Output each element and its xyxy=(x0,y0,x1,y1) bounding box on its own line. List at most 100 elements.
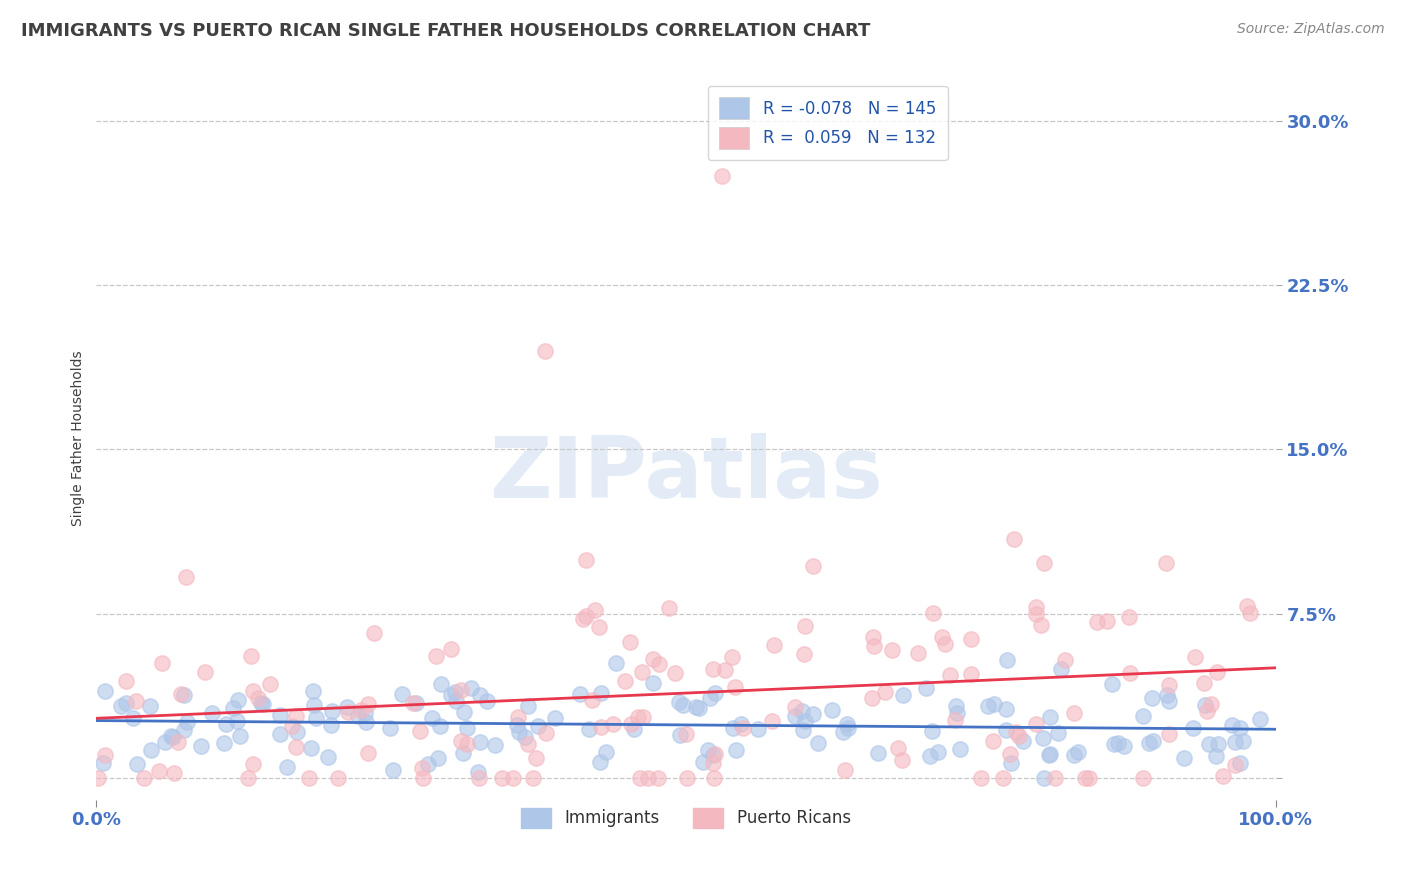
Point xyxy=(534,726,557,740)
Point xyxy=(167,735,190,749)
Point xyxy=(502,771,524,785)
Point xyxy=(134,771,156,785)
Point xyxy=(326,771,349,785)
Text: ZIPatlas: ZIPatlas xyxy=(489,434,883,516)
Point xyxy=(222,700,245,714)
Point xyxy=(1002,532,1025,546)
Point xyxy=(1142,734,1164,748)
Point xyxy=(93,683,115,698)
Point xyxy=(467,765,489,780)
Point xyxy=(648,657,671,671)
Point xyxy=(1063,747,1085,762)
Point xyxy=(664,665,686,680)
Point xyxy=(298,771,321,785)
Point xyxy=(1008,729,1031,743)
Point xyxy=(637,771,659,785)
Point xyxy=(229,729,252,743)
Point xyxy=(581,692,603,706)
Point xyxy=(922,606,945,620)
Point xyxy=(453,705,475,719)
Point xyxy=(1050,662,1073,676)
Point xyxy=(710,169,733,183)
Point xyxy=(236,771,259,785)
Point xyxy=(515,731,537,745)
Point xyxy=(1104,737,1126,751)
Point xyxy=(468,735,491,749)
Point xyxy=(1085,615,1108,629)
Point xyxy=(785,699,807,714)
Point xyxy=(125,694,148,708)
Point xyxy=(1119,666,1142,681)
Point xyxy=(747,722,769,736)
Point xyxy=(456,737,478,751)
Point xyxy=(506,710,529,724)
Point xyxy=(450,734,472,748)
Point xyxy=(927,745,949,759)
Point xyxy=(623,722,645,736)
Point xyxy=(451,746,474,760)
Point xyxy=(246,691,269,706)
Point xyxy=(440,641,463,656)
Point xyxy=(1025,717,1047,731)
Point xyxy=(589,720,612,734)
Point xyxy=(176,570,198,584)
Point xyxy=(1232,734,1254,748)
Point xyxy=(1206,737,1229,751)
Point xyxy=(194,665,217,679)
Point xyxy=(491,771,513,785)
Point xyxy=(946,706,969,720)
Point xyxy=(793,647,815,661)
Point xyxy=(391,687,413,701)
Point xyxy=(578,722,600,736)
Point xyxy=(1025,607,1047,621)
Point xyxy=(914,681,936,695)
Point xyxy=(516,737,538,751)
Point xyxy=(316,750,339,764)
Point xyxy=(420,711,443,725)
Point xyxy=(835,717,858,731)
Point xyxy=(970,771,993,785)
Point xyxy=(627,710,650,724)
Point xyxy=(583,603,606,617)
Point xyxy=(934,637,956,651)
Point xyxy=(1223,758,1246,772)
Point xyxy=(357,697,380,711)
Point xyxy=(730,717,752,731)
Point xyxy=(807,736,830,750)
Point xyxy=(1225,735,1247,749)
Point xyxy=(1063,706,1085,720)
Point xyxy=(91,756,114,770)
Point xyxy=(522,771,544,785)
Point xyxy=(721,721,744,735)
Point xyxy=(1005,724,1028,739)
Point xyxy=(468,688,491,702)
Point xyxy=(983,733,1005,747)
Point xyxy=(402,697,425,711)
Point xyxy=(995,653,1018,667)
Point xyxy=(619,716,641,731)
Point xyxy=(1229,756,1251,770)
Point xyxy=(628,771,651,785)
Point xyxy=(94,747,117,762)
Point xyxy=(475,694,498,708)
Point xyxy=(643,652,665,666)
Point xyxy=(405,697,427,711)
Point xyxy=(1038,748,1060,763)
Point xyxy=(995,723,1018,738)
Point xyxy=(893,688,915,702)
Point xyxy=(1157,727,1180,741)
Point xyxy=(613,674,636,689)
Point xyxy=(163,766,186,780)
Point xyxy=(259,677,281,691)
Point xyxy=(173,723,195,738)
Point xyxy=(1053,652,1076,666)
Point xyxy=(1077,771,1099,785)
Point xyxy=(692,755,714,769)
Point xyxy=(284,739,307,754)
Point xyxy=(1000,747,1022,761)
Point xyxy=(139,743,162,757)
Point xyxy=(943,714,966,728)
Point xyxy=(658,601,681,615)
Point xyxy=(866,747,889,761)
Point xyxy=(602,717,624,731)
